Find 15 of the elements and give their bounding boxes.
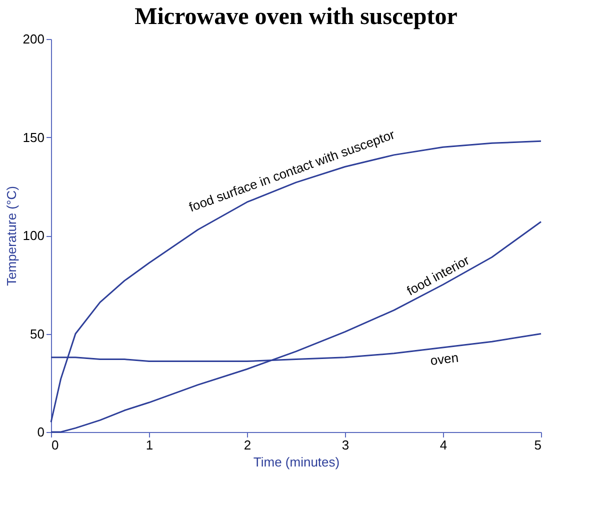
- x-tick-label: 3: [342, 438, 350, 452]
- y-axis-title: Temperature (°C): [4, 186, 19, 286]
- y-tick-label: 0: [37, 424, 44, 440]
- x-tick-label: 1: [146, 438, 154, 452]
- x-tick-label: 2: [244, 438, 252, 452]
- x-tick-label: 5: [534, 438, 542, 452]
- x-axis-title: Time (minutes): [253, 454, 340, 470]
- y-tick-label: 150: [22, 130, 44, 145]
- chart-title: Microwave oven with susceptor: [134, 4, 458, 30]
- y-tick-label: 200: [22, 32, 44, 46]
- x-tick-label: 0: [52, 438, 59, 452]
- text: oven: [429, 350, 460, 368]
- x-tick-label: 4: [440, 438, 448, 452]
- y-tick-label: 100: [22, 228, 44, 243]
- y-tick-label: 50: [30, 326, 44, 342]
